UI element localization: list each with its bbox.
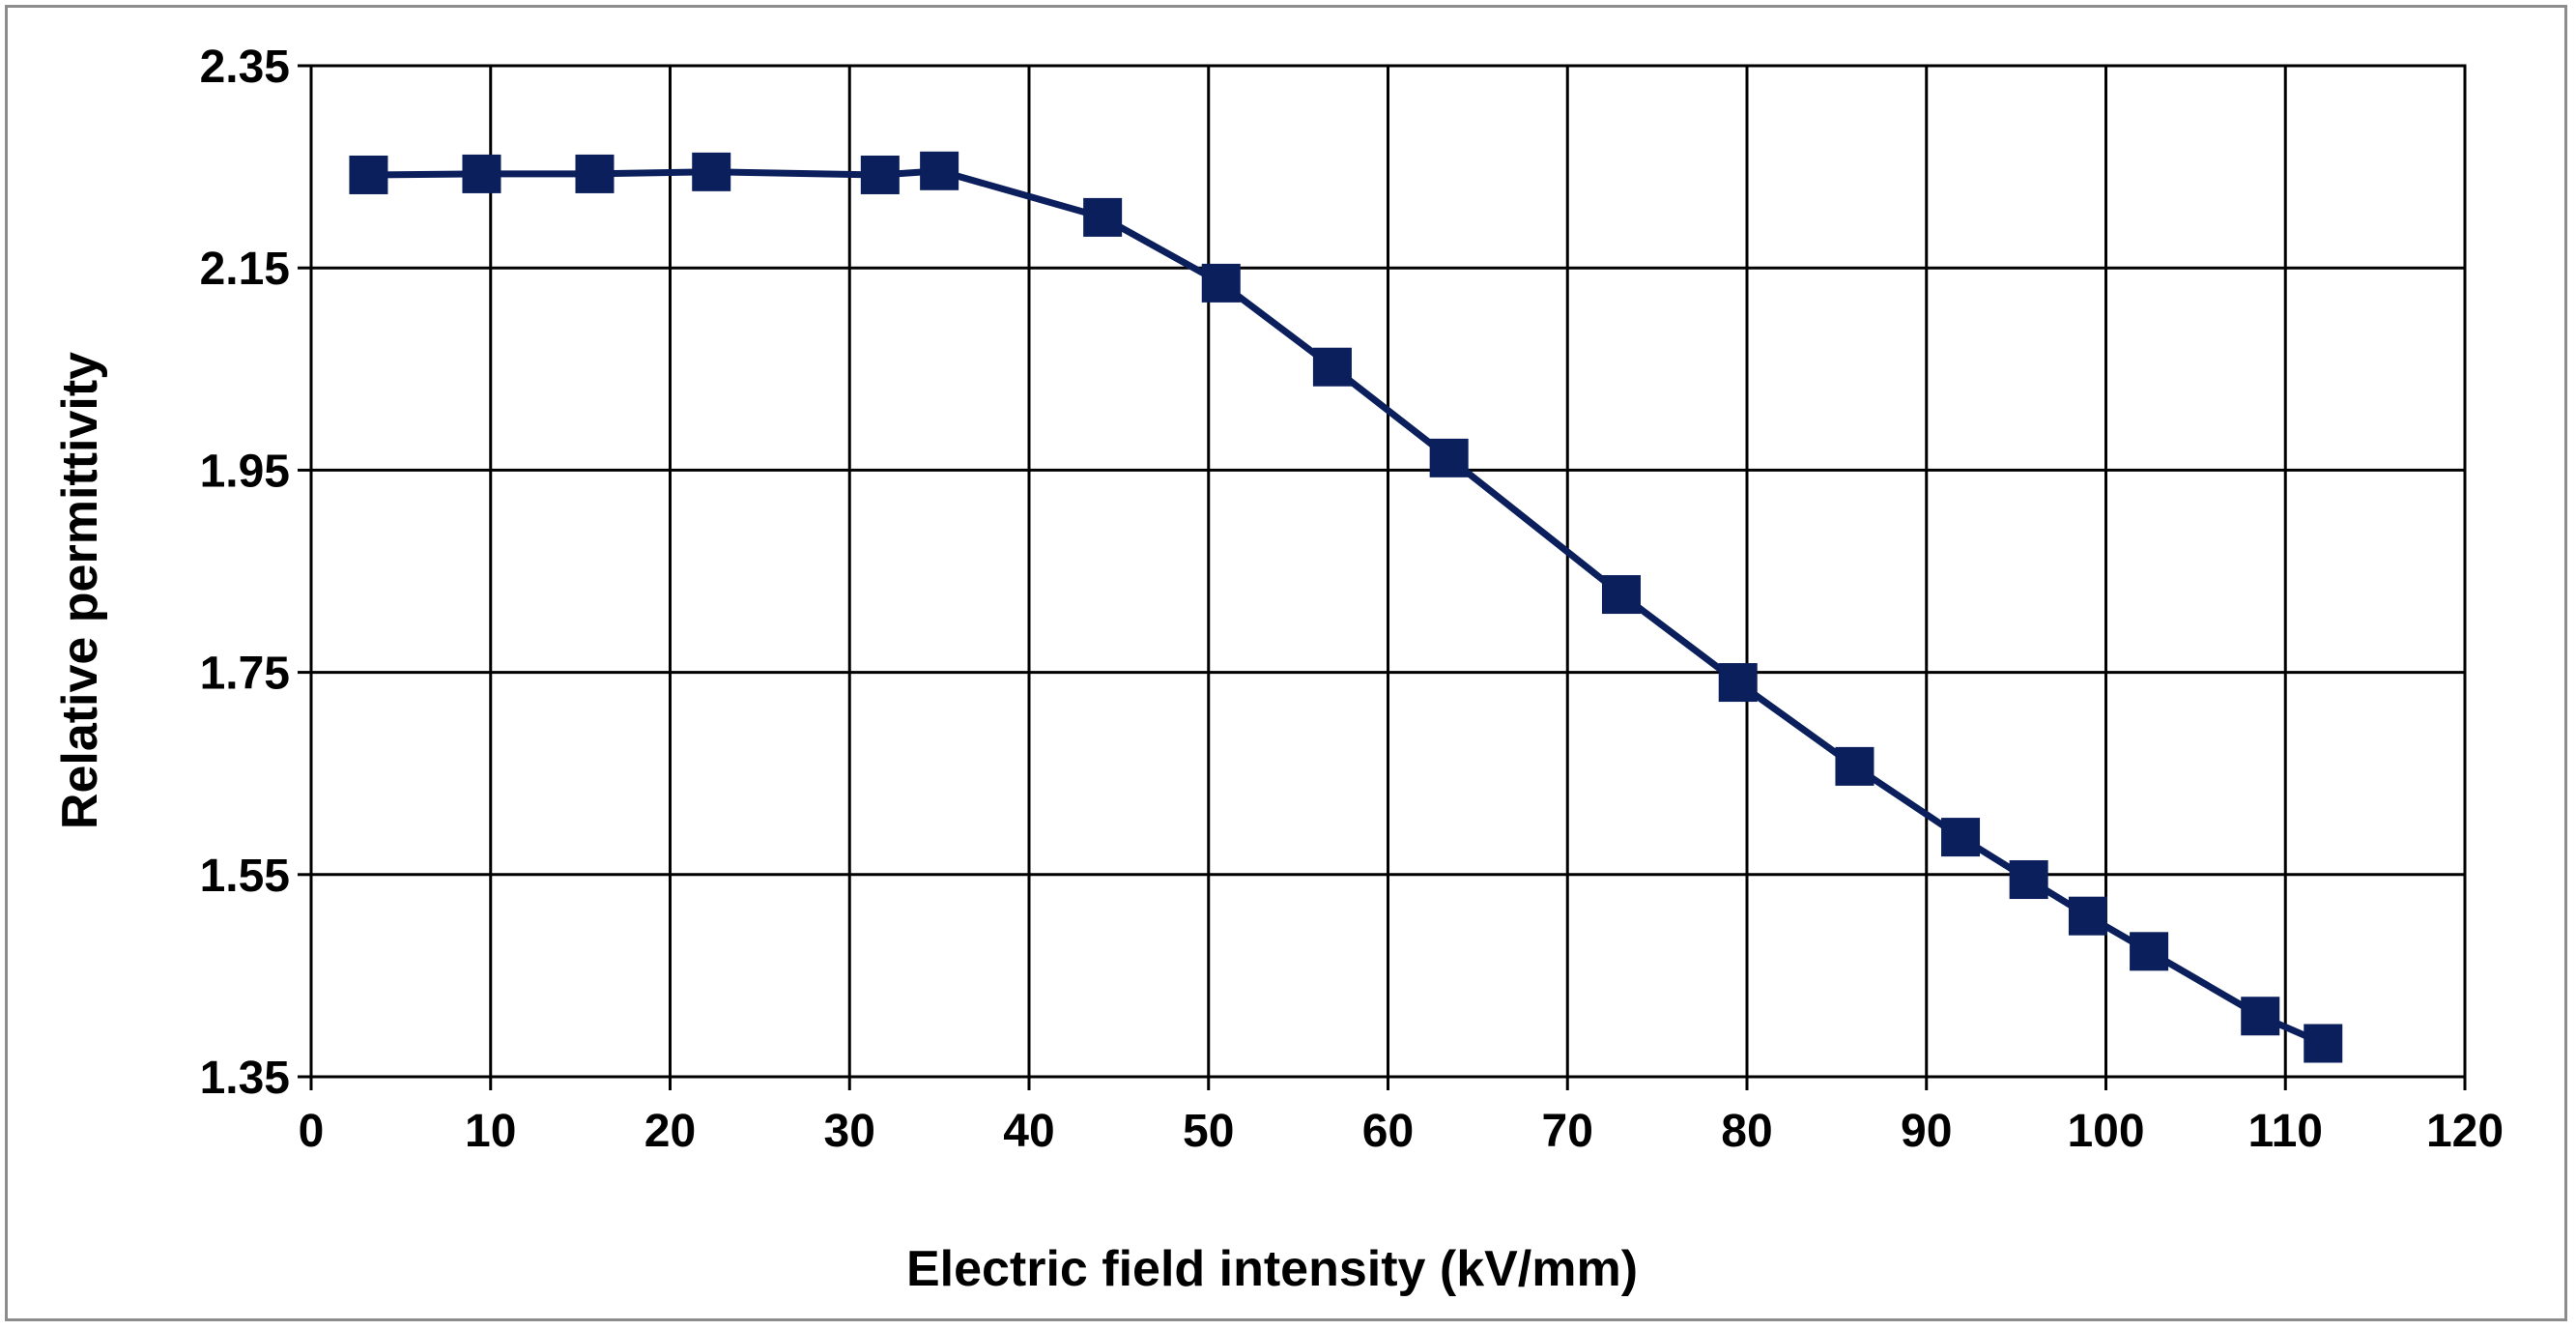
x-tick-label: 100 [2067,1106,2144,1157]
y-tick-label: 2.15 [200,244,290,295]
data-point-marker [1835,746,1875,786]
y-tick-label: 1.35 [200,1053,290,1104]
data-point-marker [2009,860,2048,900]
x-tick-label: 0 [299,1106,325,1157]
x-tick-label: 120 [2426,1106,2504,1157]
x-axis-title: Electric field intensity (kV/mm) [906,1241,1638,1297]
y-tick-label: 1.75 [200,649,290,700]
data-point-marker [860,155,900,194]
data-point-marker [575,154,615,193]
x-tick-label: 40 [1003,1106,1054,1157]
x-tick-label: 110 [2248,1106,2323,1157]
x-tick-label: 10 [465,1106,516,1157]
x-axis-ticks: 0 10 20 30 40 50 60 70 80 90 100 110 120 [299,1077,2504,1157]
data-point-marker [1718,663,1758,703]
data-point-marker [920,151,959,190]
x-tick-label: 90 [1901,1106,1952,1157]
data-point-marker [1941,818,1981,857]
data-point-marker [692,152,731,191]
data-point-marker [2068,896,2107,936]
data-point-marker [2304,1024,2343,1063]
y-axis-title: Relative permittivity [52,352,108,829]
data-point-marker [2130,932,2169,971]
series-layer [349,151,2343,1063]
data-point-marker [1429,438,1469,477]
data-point-marker [1083,197,1123,237]
x-tick-label: 30 [824,1106,875,1157]
grid [309,64,2467,1079]
series-line [368,167,2325,1047]
y-tick-label: 2.35 [200,42,290,93]
data-point-marker [1312,347,1352,387]
x-tick-label: 50 [1183,1106,1234,1157]
data-point-marker [349,155,388,194]
x-tick-label: 70 [1542,1106,1593,1157]
chart-frame [5,5,2567,1321]
data-point-marker [1201,263,1241,303]
x-tick-label: 20 [644,1106,696,1157]
y-tick-label: 1.95 [200,446,290,497]
x-tick-label: 60 [1362,1106,1414,1157]
y-tick-label: 1.55 [200,851,290,902]
data-point-marker [2241,997,2280,1036]
x-tick-label: 80 [1721,1106,1772,1157]
data-point-marker [462,154,501,193]
y-axis-ticks: 1.35 1.55 1.75 1.95 2.15 2.35 [200,42,311,1104]
data-point-marker [1601,575,1641,615]
